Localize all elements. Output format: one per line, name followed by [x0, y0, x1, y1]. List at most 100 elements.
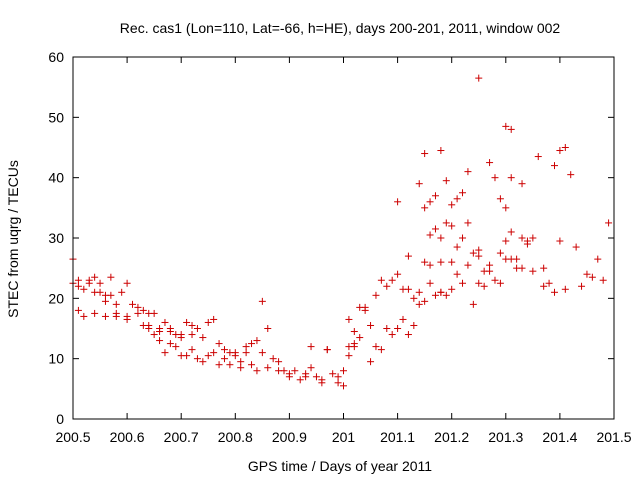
data-point [356, 334, 364, 342]
data-point [475, 246, 483, 254]
data-point [264, 325, 272, 332]
data-point [599, 276, 607, 284]
data-point [107, 291, 115, 299]
data-point [123, 315, 131, 323]
x-tick-label: 201.4 [542, 429, 577, 445]
y-tick-label: 60 [48, 49, 64, 65]
data-point [550, 288, 558, 296]
data-point [150, 331, 158, 339]
data-point [134, 303, 142, 311]
data-point [453, 243, 461, 251]
data-point [437, 288, 445, 296]
data-point [96, 288, 104, 296]
data-point [85, 279, 93, 287]
data-point [496, 195, 504, 203]
data-point [529, 267, 537, 275]
data-point [329, 370, 337, 378]
tick-labels: 200.5 200.6 200.7 200.8 200.9 201 201.1 201.2 20… [48, 49, 631, 445]
data-point [258, 349, 266, 357]
data-point [112, 312, 120, 320]
data-point [183, 352, 191, 360]
data-point [518, 180, 526, 188]
x-tick-label: 200.9 [272, 429, 307, 445]
data-points [69, 74, 613, 390]
data-point [166, 325, 174, 332]
data-point [199, 358, 207, 366]
data-point [572, 243, 580, 251]
data-point [486, 159, 494, 167]
data-point [404, 285, 412, 293]
data-point [491, 174, 499, 182]
data-point [334, 379, 342, 387]
y-tick-label: 20 [48, 290, 64, 306]
data-point [275, 367, 283, 375]
data-point [453, 270, 461, 278]
data-point [540, 264, 548, 272]
data-point [394, 325, 402, 332]
data-point [101, 312, 109, 320]
x-tick-label: 201.1 [380, 429, 415, 445]
chart-title: Rec. cas1 (Lon=110, Lat=-66, h=HE), days… [120, 20, 561, 36]
data-point [502, 204, 510, 212]
data-point [561, 144, 569, 151]
data-point [496, 249, 504, 257]
data-point [442, 177, 450, 185]
data-point [404, 331, 412, 339]
data-point [345, 343, 353, 351]
data-point [550, 162, 558, 170]
data-point [561, 285, 569, 293]
data-point [377, 276, 385, 284]
data-point [437, 258, 445, 266]
data-point [475, 74, 483, 82]
data-point [340, 382, 347, 390]
data-point [507, 125, 515, 133]
data-point [220, 355, 228, 363]
data-point [91, 273, 99, 281]
data-point [556, 237, 564, 245]
data-point [431, 192, 439, 200]
data-point [161, 349, 169, 357]
data-point [188, 346, 196, 354]
data-point [118, 288, 126, 296]
data-point [421, 150, 429, 158]
data-point [199, 334, 207, 342]
data-point [91, 309, 99, 317]
data-point [421, 297, 429, 305]
data-point [210, 349, 218, 357]
data-point [226, 361, 234, 369]
data-point [426, 279, 434, 287]
data-point [383, 282, 391, 290]
data-point [204, 318, 212, 326]
data-point [291, 367, 299, 375]
data-point [307, 343, 315, 351]
data-point [556, 147, 564, 155]
data-point [394, 270, 402, 278]
x-tick-label: 200.6 [110, 429, 145, 445]
data-point [193, 325, 201, 332]
data-point [459, 234, 467, 242]
data-point [188, 321, 196, 329]
data-point [507, 174, 515, 182]
data-point [496, 279, 504, 287]
data-point [350, 328, 358, 336]
data-point [248, 361, 256, 369]
data-point [80, 312, 88, 320]
data-point [491, 276, 499, 284]
data-point [605, 219, 613, 227]
data-point [285, 373, 293, 381]
data-point [334, 373, 342, 381]
data-point [264, 364, 272, 372]
data-point [166, 340, 174, 348]
data-point [112, 300, 120, 308]
data-point [74, 306, 82, 314]
data-point [129, 300, 137, 308]
data-point [545, 279, 553, 287]
y-tick-label: 30 [48, 230, 64, 246]
data-point [372, 343, 380, 351]
x-tick-label: 201.5 [596, 429, 631, 445]
data-point [410, 321, 418, 329]
data-point [123, 279, 131, 287]
data-point [442, 219, 450, 227]
data-point [139, 306, 147, 314]
